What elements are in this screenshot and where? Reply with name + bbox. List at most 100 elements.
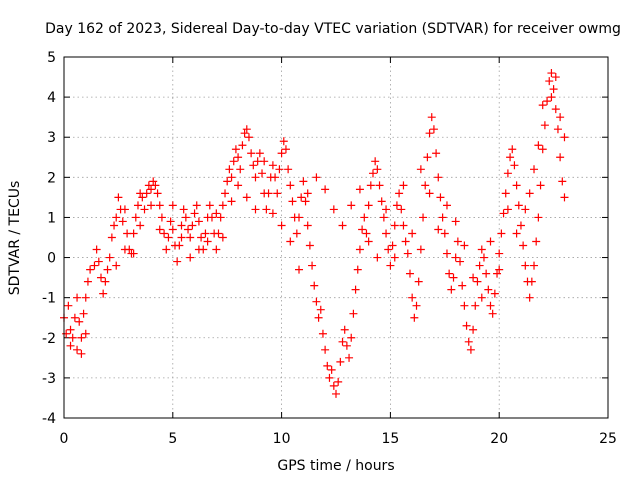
data-point [221, 189, 230, 198]
data-point [421, 181, 430, 190]
data-point [355, 185, 364, 194]
data-point [218, 233, 227, 242]
data-point [66, 325, 75, 334]
data-point [545, 77, 554, 86]
data-point [260, 157, 269, 166]
data-point [471, 301, 480, 310]
data-point [405, 269, 414, 278]
data-point [338, 337, 347, 346]
data-point [401, 237, 410, 246]
data-point [445, 269, 454, 278]
data-point [451, 217, 460, 226]
data-point [540, 121, 549, 130]
data-point [473, 277, 482, 286]
data-point [147, 185, 156, 194]
data-point [77, 333, 86, 342]
data-point [216, 213, 225, 222]
data-point [303, 221, 312, 230]
grid-lines [64, 57, 608, 418]
data-point [549, 85, 558, 94]
data-point [251, 173, 260, 182]
data-point [395, 189, 404, 198]
data-point [160, 229, 169, 238]
data-point [547, 69, 556, 78]
data-points [60, 69, 569, 398]
data-point [238, 141, 247, 150]
data-point [351, 285, 360, 294]
data-point [110, 221, 119, 230]
data-point [284, 165, 293, 174]
data-point [479, 253, 488, 262]
data-point [432, 149, 441, 158]
data-point [499, 209, 508, 218]
data-point [288, 197, 297, 206]
data-point [497, 229, 506, 238]
data-point [512, 229, 521, 238]
data-point [512, 181, 521, 190]
data-point [347, 201, 356, 210]
data-point [96, 273, 105, 282]
data-point [129, 229, 138, 238]
data-point [340, 325, 349, 334]
data-point [375, 181, 384, 190]
data-point [155, 201, 164, 210]
data-point [536, 181, 545, 190]
data-point [131, 213, 140, 222]
data-point [327, 365, 336, 374]
data-point [501, 189, 510, 198]
data-point [508, 145, 517, 154]
data-point [458, 281, 467, 290]
data-point [166, 217, 175, 226]
data-point [379, 213, 388, 222]
data-point [321, 185, 330, 194]
data-point [162, 245, 171, 254]
data-point [382, 229, 391, 238]
data-point [462, 321, 471, 330]
data-point [92, 245, 101, 254]
data-point [153, 189, 162, 198]
data-point [277, 149, 286, 158]
data-point [94, 257, 103, 266]
data-point [212, 209, 221, 218]
data-point [510, 161, 519, 170]
data-point [551, 105, 560, 114]
data-point [190, 209, 199, 218]
data-point [469, 325, 478, 334]
data-point [410, 313, 419, 322]
data-point [247, 149, 256, 158]
y-tick-label: -1 [42, 291, 56, 307]
data-point [553, 125, 562, 134]
data-point [416, 165, 425, 174]
data-point [486, 237, 495, 246]
data-point [329, 381, 338, 390]
data-point [451, 253, 460, 262]
data-point [255, 149, 264, 158]
data-point [157, 213, 166, 222]
data-point [242, 125, 251, 134]
data-point [277, 221, 286, 230]
data-point [530, 165, 539, 174]
data-point [75, 317, 84, 326]
x-tick-label: 0 [60, 431, 69, 447]
data-point [107, 233, 116, 242]
data-point [236, 165, 245, 174]
data-point [534, 213, 543, 222]
data-point [547, 93, 556, 102]
data-point [525, 293, 534, 302]
data-point [231, 145, 240, 154]
data-point [120, 205, 129, 214]
data-point [194, 245, 203, 254]
data-point [186, 253, 195, 262]
data-point [268, 209, 277, 218]
data-point [312, 297, 321, 306]
data-point [292, 229, 301, 238]
data-point [362, 229, 371, 238]
data-point [136, 221, 145, 230]
data-point [214, 229, 223, 238]
data-point [353, 265, 362, 274]
data-point [377, 197, 386, 206]
data-point [297, 193, 306, 202]
data-point [482, 269, 491, 278]
data-point [349, 309, 358, 318]
data-point [197, 233, 206, 242]
